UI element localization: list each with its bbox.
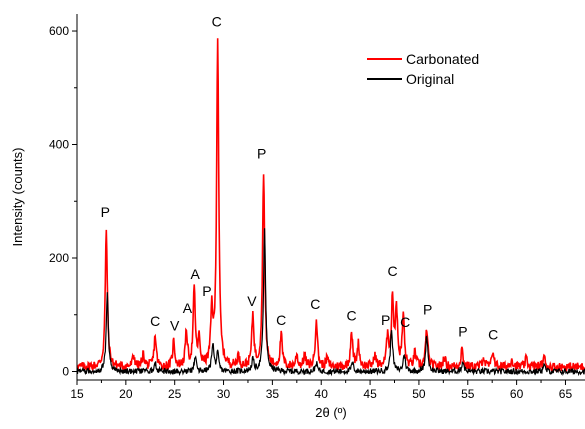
- y-tick-label-0: 0: [62, 364, 69, 378]
- series-layer: [77, 38, 585, 377]
- x-tick-label-60: 60: [510, 387, 524, 401]
- x-tick-label-15: 15: [70, 387, 84, 401]
- y-tick-label-400: 400: [49, 138, 69, 152]
- y-axis-title: Intensity (counts): [10, 148, 25, 247]
- y-tick-label-200: 200: [49, 251, 69, 265]
- peak-label: A: [191, 266, 201, 282]
- x-tick-label-25: 25: [168, 387, 182, 401]
- peak-label: V: [170, 318, 180, 334]
- peak-label: C: [387, 263, 397, 279]
- peak-label: C: [346, 307, 356, 323]
- peak-label: C: [310, 296, 320, 312]
- legend-label-carbonated: Carbonated: [406, 51, 479, 67]
- x-tick-label-20: 20: [119, 387, 133, 401]
- peak-label: V: [247, 293, 257, 309]
- legend-label-original: Original: [406, 71, 454, 87]
- series-line-carbonated: [77, 38, 585, 374]
- peak-label: C: [400, 314, 410, 330]
- y-tick-label-600: 600: [49, 24, 69, 38]
- legend: Carbonated Original: [367, 51, 479, 87]
- peak-label: P: [202, 283, 211, 299]
- x-tick-label-45: 45: [363, 387, 377, 401]
- peak-label: P: [423, 302, 432, 318]
- peak-label: P: [458, 323, 467, 339]
- series-line-original: [77, 228, 585, 377]
- x-tick-label-35: 35: [266, 387, 280, 401]
- peak-label: C: [276, 312, 286, 328]
- x-tick-label-65: 65: [559, 387, 573, 401]
- x-tick-label-40: 40: [315, 387, 329, 401]
- peak-label: C: [488, 327, 498, 343]
- x-tick-label-50: 50: [412, 387, 426, 401]
- axes: 15 20 25 30 35 40 45 50 55 60 65 0 200 400 600: [49, 14, 585, 401]
- x-tick-label-30: 30: [217, 387, 231, 401]
- peak-label: P: [101, 204, 110, 220]
- x-axis-title: 2θ (º): [315, 405, 346, 420]
- peak-label: A: [183, 300, 193, 316]
- peak-label: C: [150, 313, 160, 329]
- peak-label: P: [381, 312, 390, 328]
- x-tick-label-55: 55: [461, 387, 475, 401]
- peak-label: C: [212, 13, 222, 29]
- peak-label: P: [257, 146, 266, 162]
